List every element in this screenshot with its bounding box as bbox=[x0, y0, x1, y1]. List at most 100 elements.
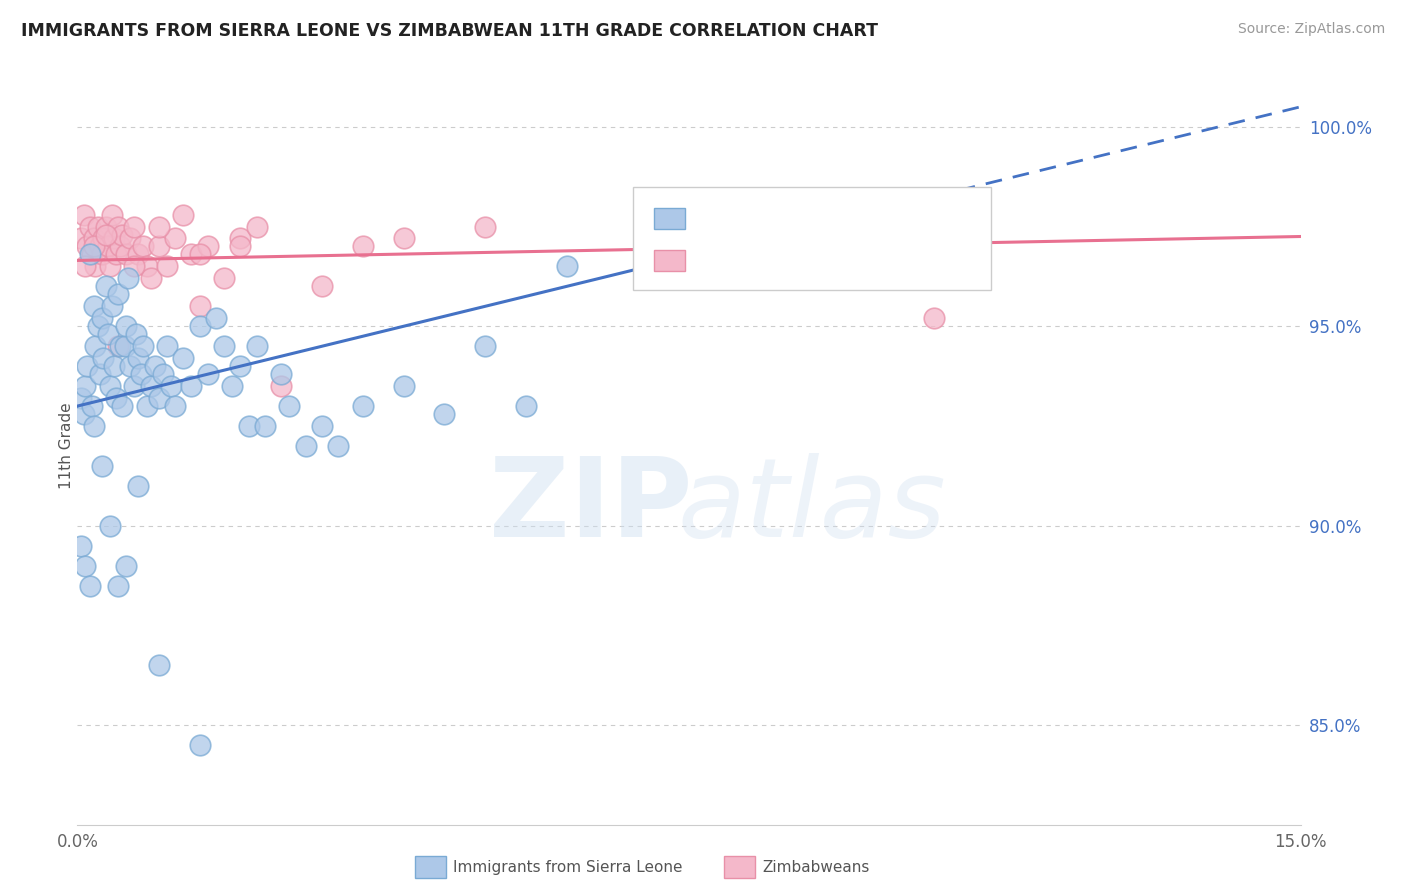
Point bbox=[83, 239, 105, 253]
Point bbox=[278, 399, 301, 413]
Point bbox=[212, 339, 235, 353]
Point bbox=[148, 239, 170, 253]
Point bbox=[94, 227, 117, 242]
Point bbox=[135, 399, 157, 413]
Point bbox=[165, 231, 187, 245]
Point bbox=[474, 339, 496, 353]
Point bbox=[90, 311, 112, 326]
Point bbox=[311, 279, 333, 293]
Point bbox=[253, 419, 276, 434]
Point bbox=[212, 271, 235, 285]
Point bbox=[80, 399, 103, 413]
Point bbox=[105, 247, 128, 261]
Point bbox=[221, 379, 243, 393]
Point bbox=[197, 239, 219, 253]
Point bbox=[125, 327, 148, 342]
Point bbox=[120, 359, 142, 374]
Point bbox=[352, 239, 374, 253]
Point bbox=[156, 339, 179, 353]
Point bbox=[90, 458, 112, 473]
Point bbox=[111, 227, 134, 242]
Point bbox=[87, 319, 110, 334]
Point bbox=[124, 219, 146, 234]
Point bbox=[205, 311, 228, 326]
Point bbox=[120, 231, 142, 245]
Point bbox=[89, 239, 111, 253]
Point bbox=[229, 239, 252, 253]
Point bbox=[238, 419, 260, 434]
Point bbox=[83, 299, 105, 313]
Point bbox=[148, 658, 170, 673]
Point bbox=[270, 379, 292, 393]
Point bbox=[107, 579, 129, 593]
Point bbox=[922, 311, 945, 326]
Point bbox=[188, 299, 211, 313]
Point bbox=[114, 339, 136, 353]
Point bbox=[229, 359, 252, 374]
Point bbox=[172, 208, 194, 222]
Point bbox=[70, 231, 93, 245]
Point bbox=[124, 260, 146, 274]
Point bbox=[111, 399, 134, 413]
Point bbox=[148, 219, 170, 234]
Point bbox=[70, 391, 93, 405]
Point bbox=[83, 419, 105, 434]
Point bbox=[79, 247, 101, 261]
Text: Zimbabweans: Zimbabweans bbox=[762, 860, 869, 874]
Point bbox=[93, 351, 115, 366]
Point bbox=[115, 319, 138, 334]
Point bbox=[148, 391, 170, 405]
Y-axis label: 11th Grade: 11th Grade bbox=[59, 402, 73, 490]
Point bbox=[294, 439, 316, 453]
Text: N =: N = bbox=[806, 208, 839, 226]
Point bbox=[229, 231, 252, 245]
Text: 71: 71 bbox=[848, 208, 870, 226]
Point bbox=[124, 379, 146, 393]
Point bbox=[127, 247, 149, 261]
Point bbox=[131, 239, 153, 253]
Point bbox=[100, 208, 122, 222]
Point bbox=[100, 299, 122, 313]
Point bbox=[70, 539, 93, 553]
Point bbox=[84, 260, 107, 274]
Point bbox=[90, 247, 112, 261]
Point bbox=[97, 239, 120, 253]
Point bbox=[246, 219, 269, 234]
Point bbox=[139, 379, 162, 393]
Point bbox=[103, 359, 125, 374]
Point bbox=[143, 359, 166, 374]
Point bbox=[474, 219, 496, 234]
Text: 51: 51 bbox=[848, 250, 870, 268]
Text: Source: ZipAtlas.com: Source: ZipAtlas.com bbox=[1237, 22, 1385, 37]
Point bbox=[139, 271, 162, 285]
Point bbox=[73, 208, 96, 222]
Point bbox=[127, 351, 149, 366]
Point bbox=[75, 558, 97, 573]
Point bbox=[160, 379, 183, 393]
Point bbox=[107, 339, 129, 353]
Point bbox=[180, 379, 202, 393]
Text: N =: N = bbox=[806, 250, 839, 268]
Point bbox=[433, 407, 456, 421]
Point bbox=[97, 327, 120, 342]
Point bbox=[94, 219, 117, 234]
Point bbox=[107, 219, 129, 234]
Point bbox=[76, 239, 98, 253]
Point bbox=[75, 379, 97, 393]
Point bbox=[197, 367, 219, 381]
Point bbox=[129, 367, 152, 381]
Point bbox=[188, 247, 211, 261]
Text: R =: R = bbox=[693, 208, 733, 226]
Point bbox=[115, 247, 138, 261]
Point bbox=[156, 260, 179, 274]
Point bbox=[180, 247, 202, 261]
Text: Immigrants from Sierra Leone: Immigrants from Sierra Leone bbox=[453, 860, 682, 874]
Point bbox=[98, 260, 121, 274]
Point bbox=[73, 407, 96, 421]
Text: IMMIGRANTS FROM SIERRA LEONE VS ZIMBABWEAN 11TH GRADE CORRELATION CHART: IMMIGRANTS FROM SIERRA LEONE VS ZIMBABWE… bbox=[21, 22, 879, 40]
Point bbox=[98, 379, 121, 393]
Point bbox=[108, 239, 131, 253]
Point bbox=[79, 579, 101, 593]
Text: ZIP: ZIP bbox=[489, 453, 693, 560]
Point bbox=[83, 231, 105, 245]
